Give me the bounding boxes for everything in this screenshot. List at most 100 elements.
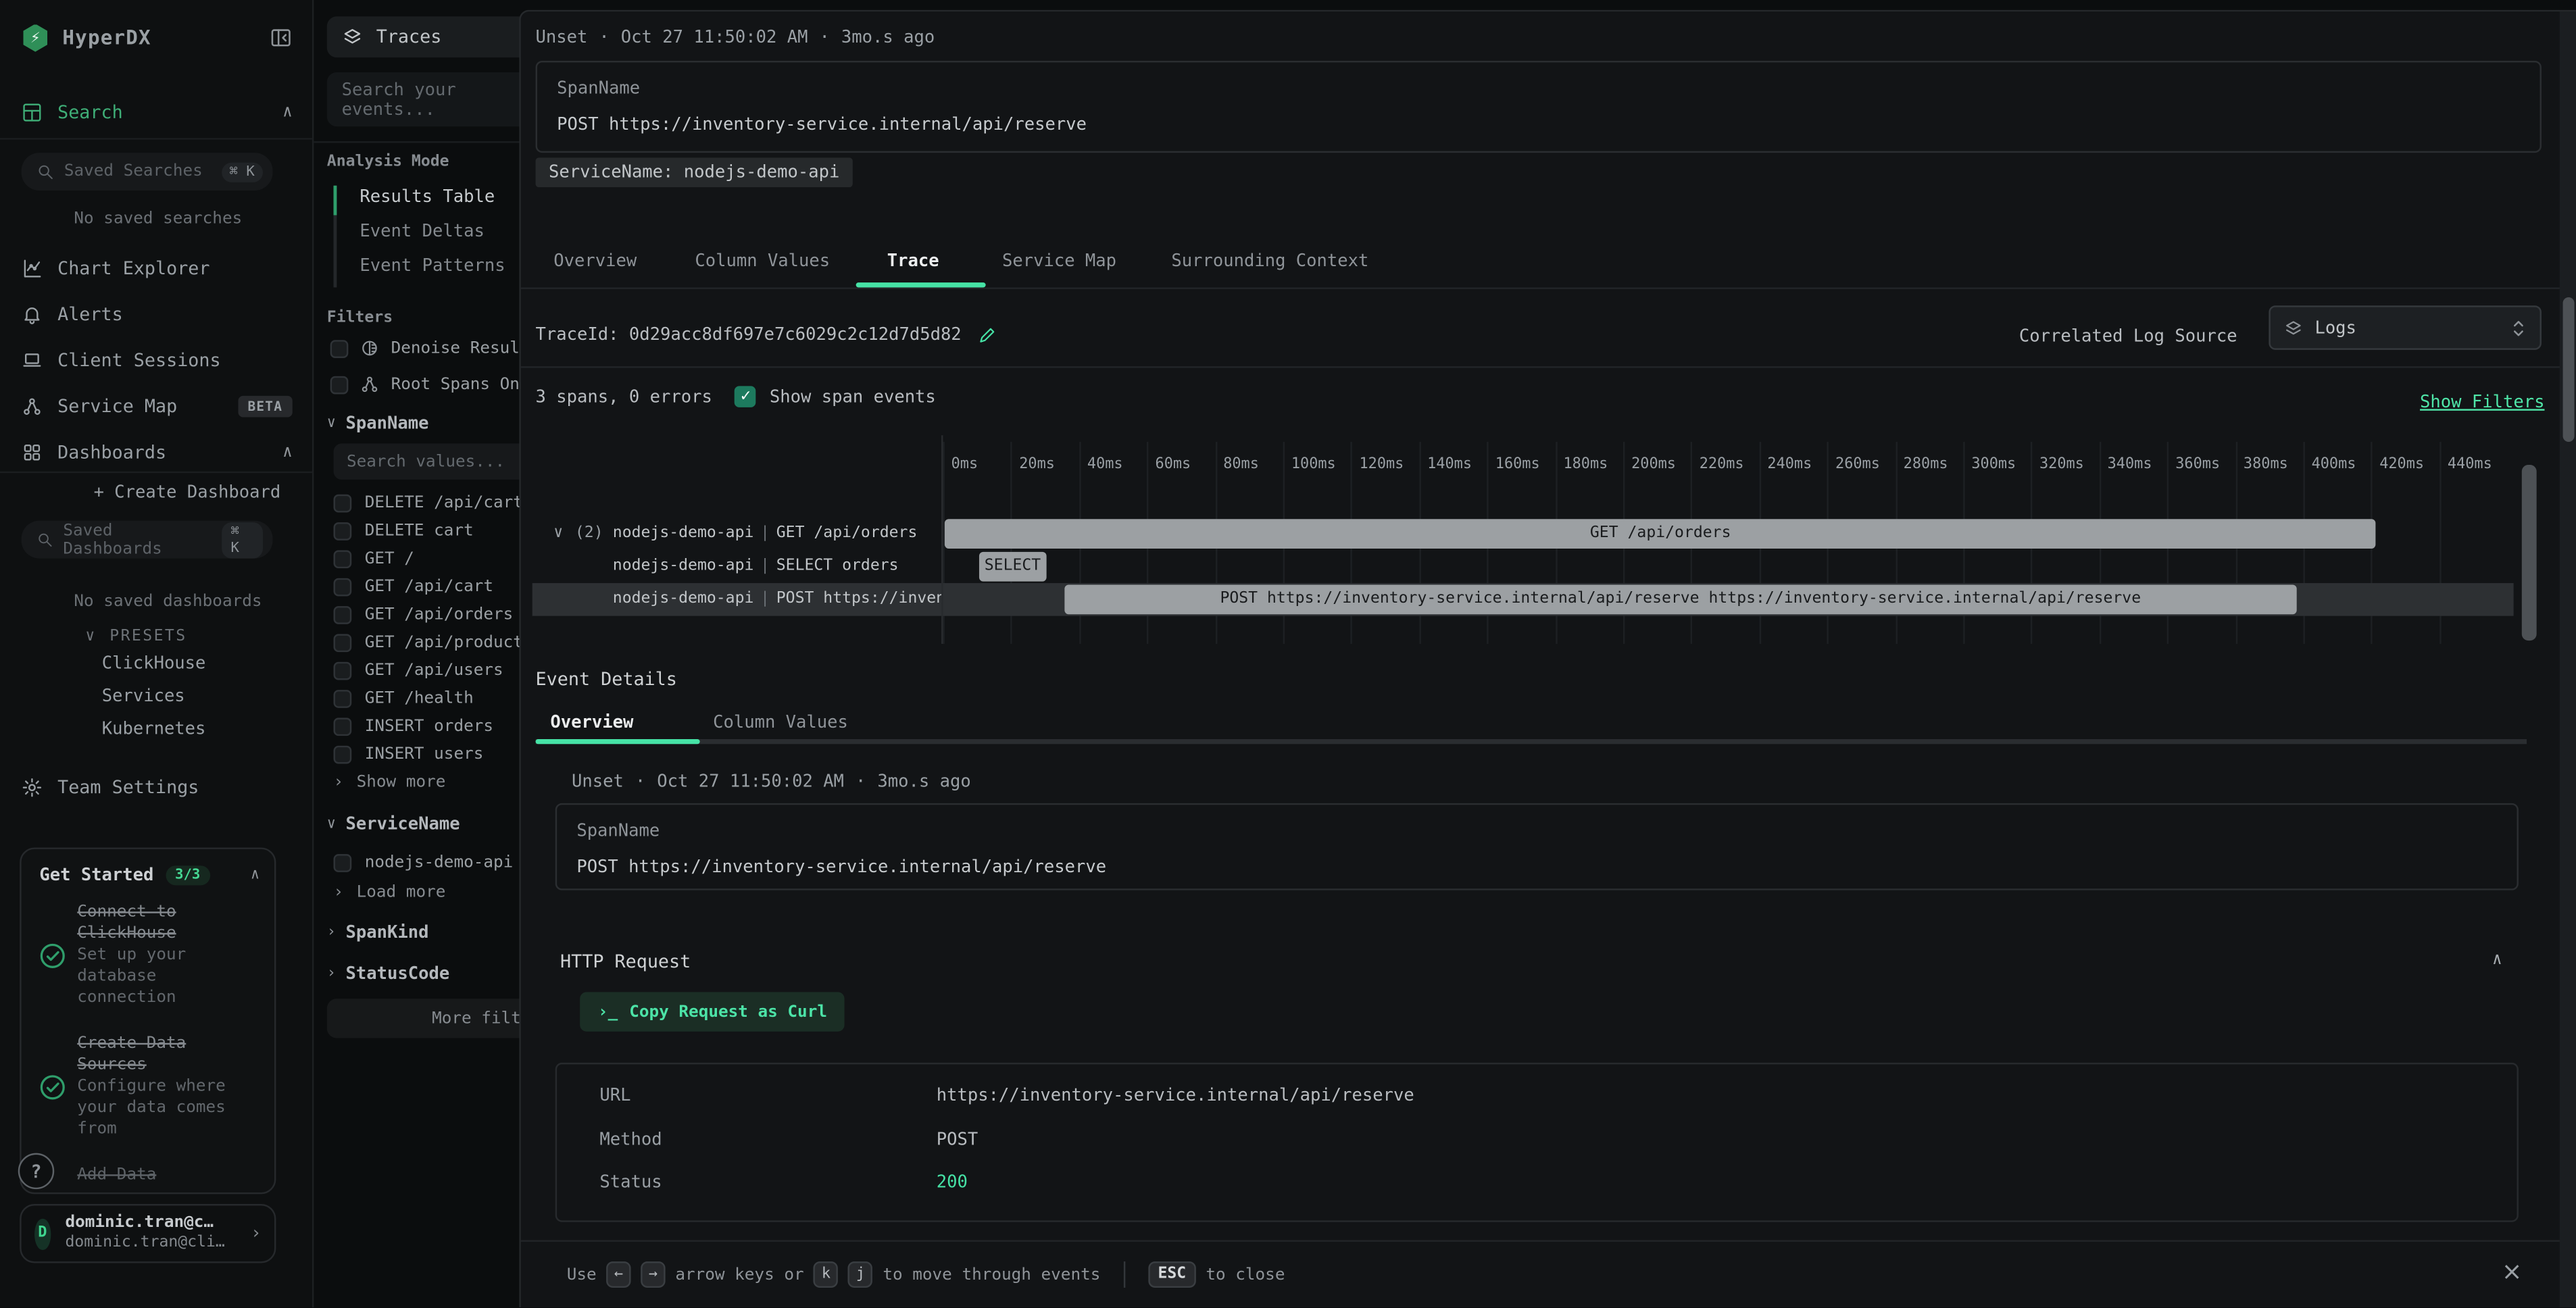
tab-event-column-values[interactable]: Column Values xyxy=(713,713,848,733)
checkbox[interactable] xyxy=(333,745,352,763)
event-meta-line: Unset · Oct 27 11:50:02 AM · 3mo.s ago xyxy=(535,28,935,48)
copy-request-as-curl-button[interactable]: ›_ Copy Request as Curl xyxy=(580,992,845,1032)
checkbox[interactable] xyxy=(333,717,352,735)
filter-value-row[interactable]: DELETE /api/cart xyxy=(333,491,521,514)
tab-trace[interactable]: Trace xyxy=(887,251,939,272)
search-icon xyxy=(39,165,53,180)
more-filters-button[interactable]: More filters xyxy=(326,999,521,1038)
gs-item-title[interactable]: Create Data Sources xyxy=(77,1034,187,1074)
filter-value-row[interactable]: GET /health xyxy=(333,686,474,709)
trace-span-row[interactable]: nodejs-demo-api | SELECT orders SELECT xyxy=(521,550,2558,583)
user-menu[interactable]: D dominic.tran@c… dominic.tran@cli… › xyxy=(20,1204,276,1263)
edit-pencil-icon[interactable] xyxy=(978,325,997,345)
timeline-scrollbar[interactable] xyxy=(2521,465,2537,641)
filter-value-label: GET /api/orders xyxy=(364,605,514,624)
show-filters-link[interactable]: Show Filters xyxy=(2420,393,2545,413)
filter-value-row[interactable]: INSERT users xyxy=(333,743,483,765)
mode-event-patterns[interactable]: Event Patterns xyxy=(360,256,505,276)
filter-value-row[interactable]: GET /api/orders xyxy=(333,603,514,626)
filter-value-row[interactable]: GET /api/users xyxy=(333,659,503,682)
trace-span-row[interactable]: ∨ (2) nodejs-demo-api | GET /api/orders GET /… xyxy=(521,518,2558,551)
scrollbar-track[interactable] xyxy=(2559,11,2576,1308)
tab-surrounding-context[interactable]: Surrounding Context xyxy=(1171,251,1369,272)
mode-event-deltas[interactable]: Event Deltas xyxy=(360,222,485,242)
filter-value-row[interactable]: GET /api/products xyxy=(333,631,521,654)
create-dashboard-button[interactable]: + Create Dashboard xyxy=(93,482,281,503)
filter-value-row[interactable]: DELETE cart xyxy=(333,519,474,542)
checkbox[interactable] xyxy=(333,549,352,568)
sidebar-item-team-settings[interactable]: Team Settings xyxy=(22,769,293,805)
search-icon xyxy=(39,533,52,547)
sidebar-item-service-map[interactable]: Service Map BETA xyxy=(22,388,293,424)
show-span-events-checkbox[interactable]: ✓ xyxy=(735,386,757,407)
filter-value-label: DELETE cart xyxy=(364,521,474,540)
checkbox[interactable] xyxy=(333,605,352,624)
checkbox[interactable] xyxy=(330,375,349,394)
terminal-icon: ›_ xyxy=(597,1003,618,1021)
preset-services[interactable]: Services xyxy=(101,686,185,707)
show-more-button[interactable]: › Show more xyxy=(333,774,446,792)
saved-dashboards-input[interactable]: Saved Dashboards ⌘ K xyxy=(21,520,273,559)
mode-results-table[interactable]: Results Table xyxy=(360,187,495,207)
span-duration-bar[interactable]: POST https://inventory-service.internal/… xyxy=(1064,584,2296,615)
checkbox[interactable] xyxy=(333,853,352,872)
spankind-group-header[interactable]: › SpanKind xyxy=(326,923,429,943)
filter-value-row[interactable]: GET / xyxy=(333,547,414,570)
collapse-section-icon[interactable]: ∧ xyxy=(2492,951,2502,970)
servicename-group-header[interactable]: ∨ ServiceName xyxy=(326,814,460,835)
filter-value-row[interactable]: nodejs-demo-api xyxy=(333,851,513,874)
preset-kubernetes[interactable]: Kubernetes xyxy=(101,719,206,740)
service-name: nodejs-demo-api xyxy=(612,589,754,608)
tab-service-map[interactable]: Service Map xyxy=(1001,251,1117,272)
tab-overview[interactable]: Overview xyxy=(553,251,637,272)
app-title: HyperDX xyxy=(62,26,151,49)
checkbox[interactable] xyxy=(333,633,352,651)
checkbox[interactable] xyxy=(333,688,352,707)
checkbox[interactable] xyxy=(333,661,352,680)
gs-item-title[interactable]: Add Data xyxy=(77,1166,157,1184)
sidebar-item-chart-explorer[interactable]: Chart Explorer xyxy=(22,250,293,286)
source-select[interactable]: Traces xyxy=(326,16,521,58)
gs-item-title[interactable]: Connect to ClickHouse xyxy=(77,903,176,943)
search-filters-panel: Traces Search your events... Analysis Mo… xyxy=(314,0,521,1307)
trace-span-row[interactable]: nodejs-demo-api | POST https://inventory-s… xyxy=(532,583,2514,616)
span-duration-bar[interactable]: GET /api/orders xyxy=(944,519,2377,549)
service-name: nodejs-demo-api xyxy=(612,557,754,575)
spanname-search-input[interactable]: Search values... xyxy=(333,443,521,480)
chevron-up-icon[interactable]: ∧ xyxy=(250,867,260,884)
span-duration-bar[interactable]: SELECT xyxy=(979,551,1047,582)
chevron-up-icon[interactable]: ∧ xyxy=(282,102,293,121)
sidebar-item-client-sessions[interactable]: Client Sessions xyxy=(22,342,293,378)
load-more-button[interactable]: › Load more xyxy=(333,883,446,902)
service-name-tag[interactable]: ServiceName: nodejs-demo-api xyxy=(535,157,853,188)
root-spans-only-toggle[interactable]: Root Spans Only xyxy=(330,374,521,394)
sidebar-collapse-icon[interactable] xyxy=(270,26,293,49)
filter-value-row[interactable]: INSERT orders xyxy=(333,715,493,738)
close-icon[interactable]: × xyxy=(2501,1256,2523,1286)
checkbox[interactable] xyxy=(330,339,349,357)
sidebar-item-dashboards[interactable]: Dashboards ∧ xyxy=(22,434,293,470)
checkbox[interactable] xyxy=(333,577,352,596)
filter-value-row[interactable]: GET /api/cart xyxy=(333,575,493,598)
presets-header[interactable]: ∨ PRESETS xyxy=(85,627,187,646)
tick-label: 400ms xyxy=(2311,456,2356,474)
chevron-up-icon[interactable]: ∧ xyxy=(282,443,293,461)
log-source-select[interactable]: Logs xyxy=(2269,305,2542,350)
checkbox[interactable] xyxy=(333,493,352,512)
tab-event-overview[interactable]: Overview xyxy=(550,713,634,733)
scrollbar-thumb[interactable] xyxy=(2562,297,2575,442)
show-span-events-label[interactable]: Show span events xyxy=(769,386,936,407)
saved-searches-input[interactable]: Saved Searches ⌘ K xyxy=(21,153,273,191)
event-search-input[interactable]: Search your events... xyxy=(326,72,521,127)
checkbox[interactable] xyxy=(333,521,352,540)
denoise-results-toggle[interactable]: Denoise Results xyxy=(330,338,521,358)
statuscode-group-header[interactable]: › StatusCode xyxy=(326,964,450,984)
chevron-down-icon[interactable]: ∨ xyxy=(553,524,564,543)
tab-column-values[interactable]: Column Values xyxy=(695,251,831,272)
help-button[interactable]: ? xyxy=(18,1153,55,1190)
preset-clickhouse[interactable]: ClickHouse xyxy=(101,653,206,674)
sidebar-item-search[interactable]: Search ∧ xyxy=(22,94,293,130)
chart-icon xyxy=(24,259,41,277)
sidebar-item-alerts[interactable]: Alerts xyxy=(22,296,293,332)
spanname-group-header[interactable]: ∨ SpanName xyxy=(326,413,429,434)
